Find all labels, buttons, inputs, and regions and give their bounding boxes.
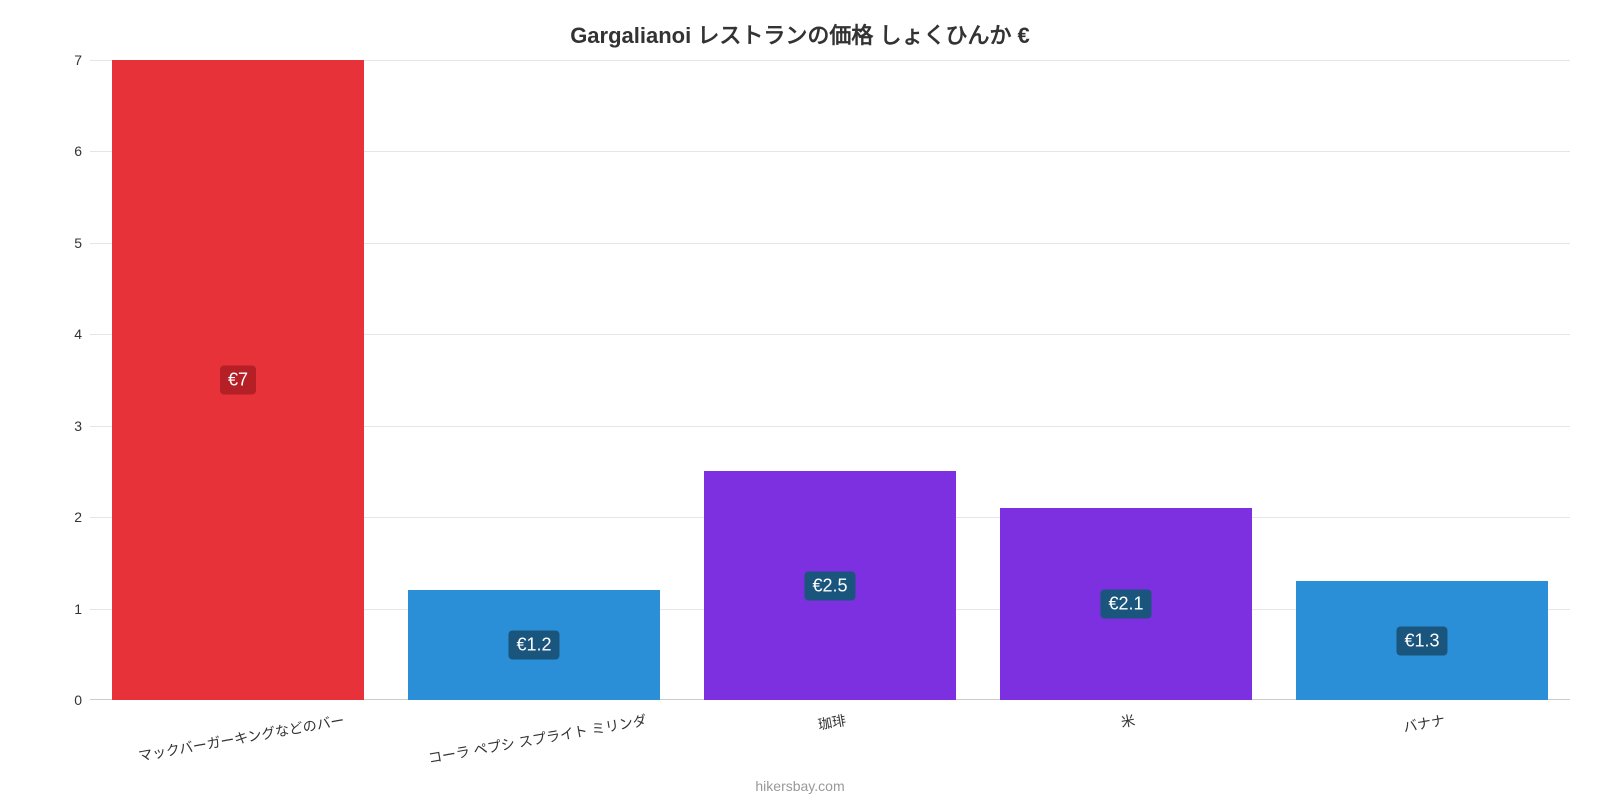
x-tick-label: 珈琲 [816, 710, 847, 735]
x-tick-label: バナナ [1402, 710, 1447, 737]
chart-container: Gargalianoi レストランの価格 しょくひんか € 01234567€7… [0, 0, 1600, 800]
y-tick-label: 7 [74, 52, 82, 68]
bar-value-label: €1.3 [1396, 626, 1447, 655]
bar-value-label: €2.1 [1100, 590, 1151, 619]
y-tick-label: 1 [74, 601, 82, 617]
plot-area: 01234567€7マックバーガーキングなどのバー€1.2コーラ ペプシ スプラ… [90, 60, 1570, 700]
y-tick-label: 6 [74, 143, 82, 159]
x-tick-label: コーラ ペプシ スプライト ミリンダ [427, 710, 649, 768]
y-tick-label: 3 [74, 418, 82, 434]
y-tick-label: 4 [74, 326, 82, 342]
chart-title: Gargalianoi レストランの価格 しょくひんか € [0, 18, 1600, 50]
bar-value-label: €2.5 [804, 571, 855, 600]
y-tick-label: 2 [74, 509, 82, 525]
bar-value-label: €7 [220, 366, 256, 395]
x-tick-label: マックバーガーキングなどのバー [137, 710, 346, 766]
x-tick-label: 米 [1119, 710, 1136, 732]
chart-credit: hikersbay.com [0, 778, 1600, 794]
bar-value-label: €1.2 [508, 631, 559, 660]
y-tick-label: 5 [74, 235, 82, 251]
y-tick-label: 0 [74, 692, 82, 708]
